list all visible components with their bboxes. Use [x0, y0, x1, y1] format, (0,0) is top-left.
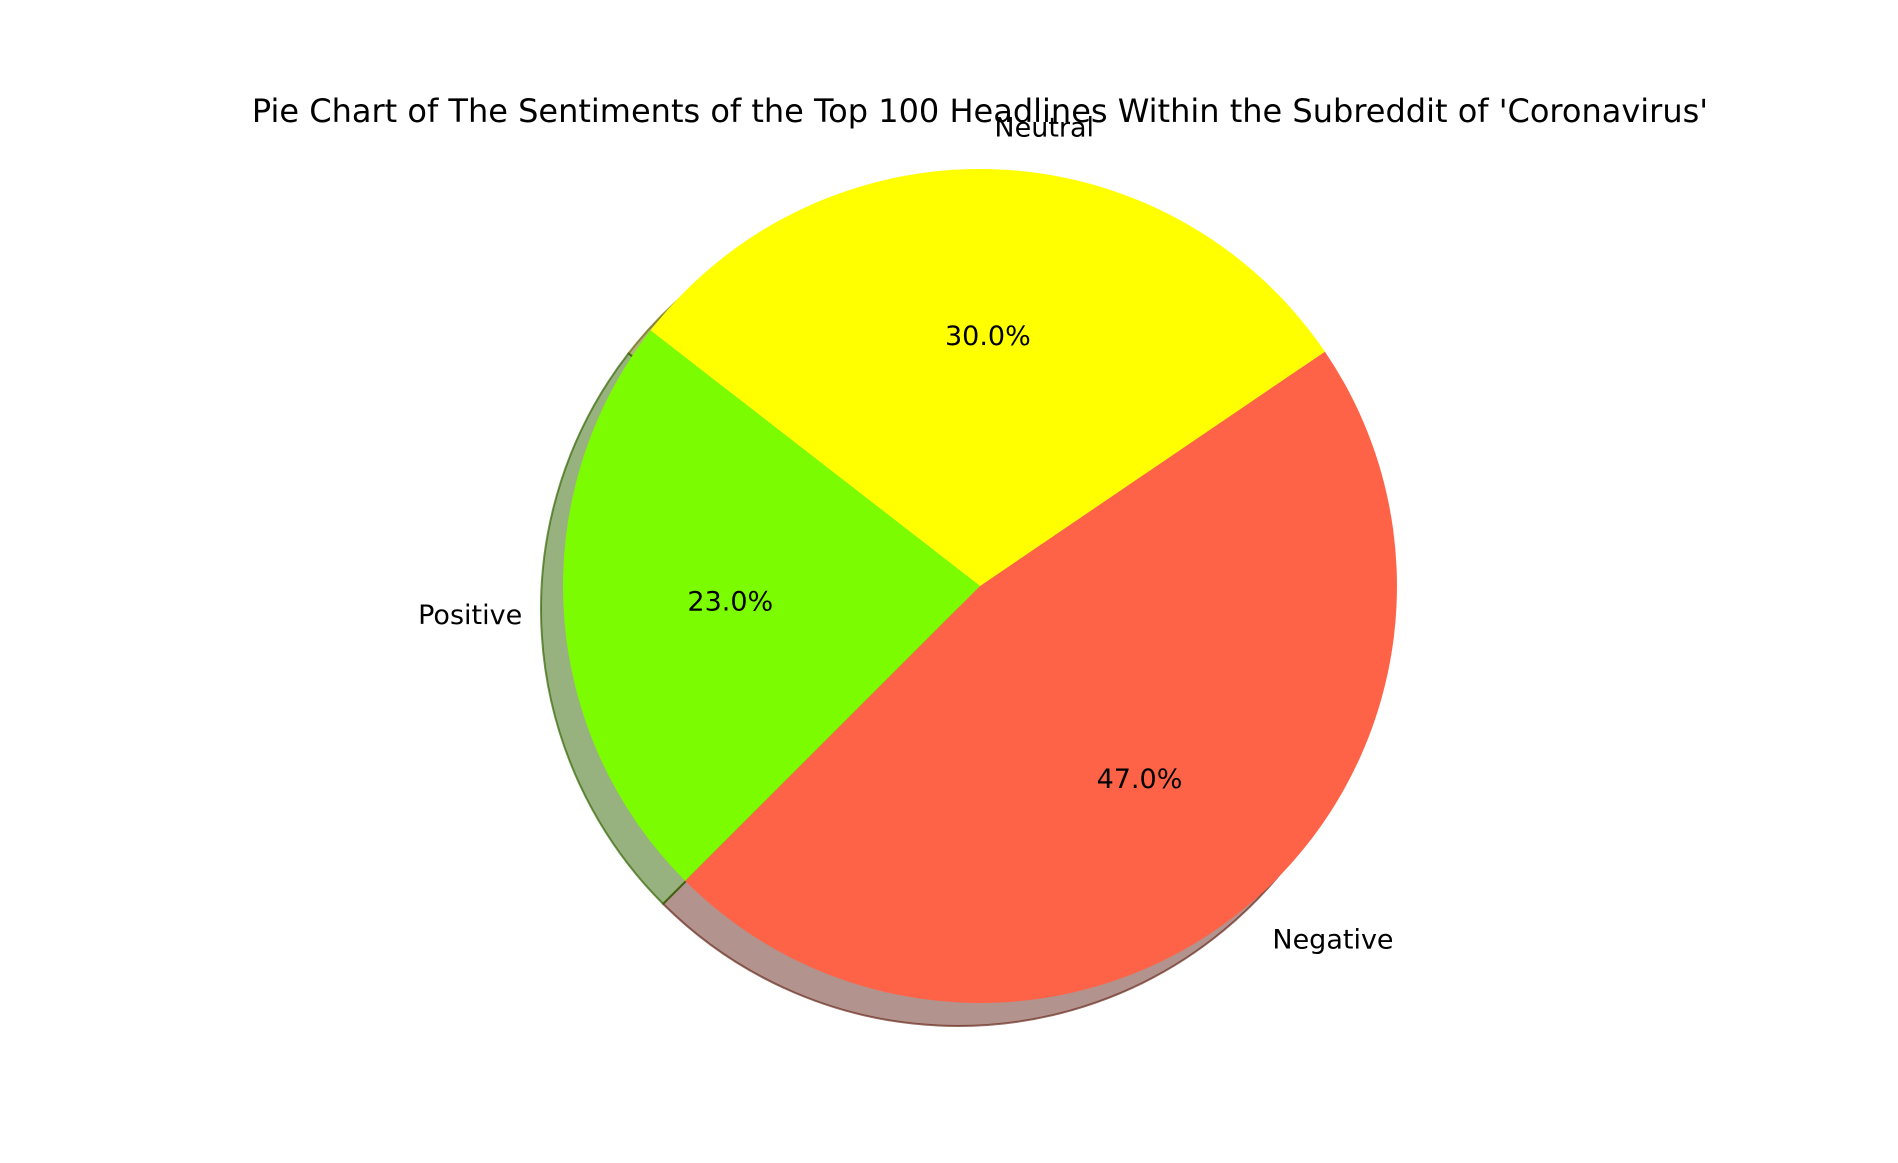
- pie-slices: [563, 169, 1397, 1003]
- pie-labels: Negative 47.0% Neutral 30.0% Positive 23.0%: [418, 113, 1393, 956]
- slice-label-positive: Positive: [418, 600, 522, 631]
- pie-slice-negative: [685, 351, 1397, 1003]
- pie-slice-neutral: [650, 169, 1325, 586]
- pie-slice-positive: [563, 330, 980, 881]
- pct-label-neutral: 30.0%: [945, 321, 1031, 352]
- pct-label-negative: 47.0%: [1097, 764, 1183, 795]
- slice-label-negative: Negative: [1272, 924, 1393, 955]
- pct-label-positive: 23.0%: [687, 587, 773, 618]
- chart-title: Pie Chart of The Sentiments of the Top 1…: [252, 92, 1708, 130]
- slice-label-neutral: Neutral: [994, 113, 1094, 144]
